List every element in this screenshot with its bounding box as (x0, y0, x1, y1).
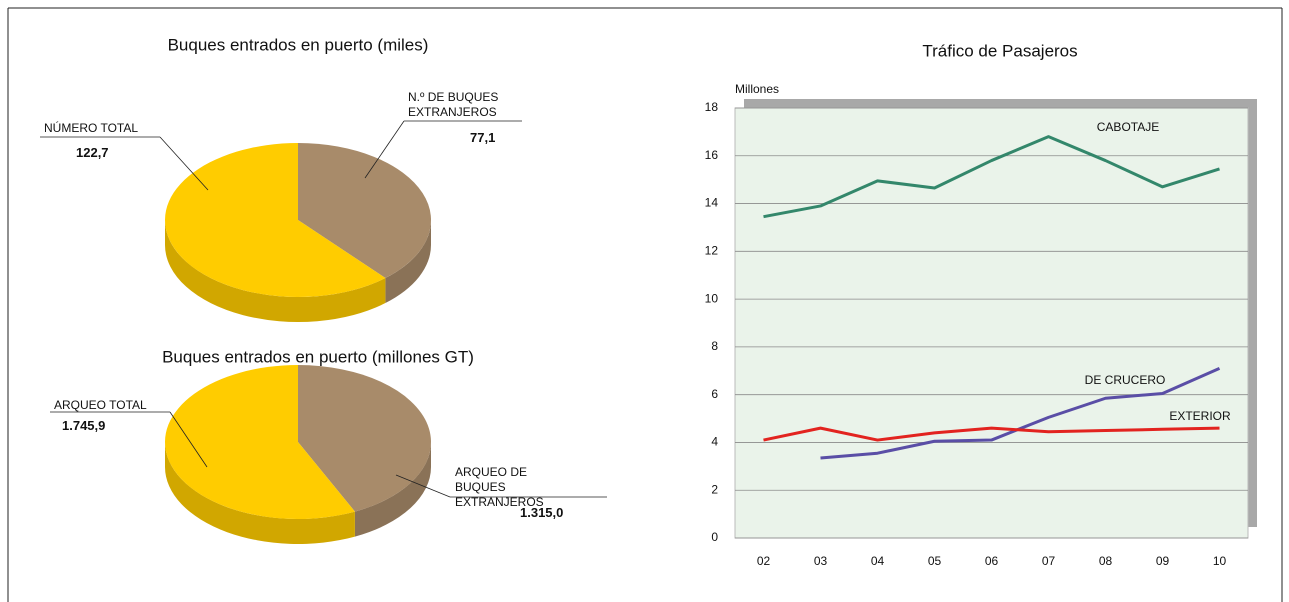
series-label: CABOTAJE (1097, 120, 1159, 134)
chart-title: Buques entrados en puerto (millones GT) (162, 347, 474, 366)
x-tick-label: 03 (814, 554, 828, 568)
x-tick-label: 09 (1156, 554, 1170, 568)
pie-side (354, 442, 431, 537)
plot-area (734, 107, 1249, 539)
y-tick-label: 10 (705, 291, 719, 305)
pie-side (165, 220, 386, 323)
series-label: DE CRUCERO (1085, 373, 1166, 387)
series-label: EXTERIOR (1169, 409, 1231, 423)
value-label: 1.745,9 (62, 418, 106, 433)
pie-side (385, 220, 431, 304)
leader-line (364, 120, 405, 179)
x-tick-label: 07 (1042, 554, 1056, 568)
x-tick-label: 04 (871, 554, 885, 568)
y-axis-label: Millones (735, 82, 779, 96)
slice-label: ARQUEO TOTAL (54, 398, 147, 412)
leader-line (169, 411, 208, 468)
y-tick-label: 14 (705, 196, 719, 210)
x-tick-label: 10 (1213, 554, 1227, 568)
chart-title: Buques entrados en puerto (miles) (168, 35, 429, 54)
pie-slice (298, 143, 432, 279)
slice-label: N.º DE BUQUES EXTRANJEROS (408, 90, 499, 119)
y-tick-label: 8 (711, 339, 718, 353)
y-tick-label: 16 (705, 148, 719, 162)
line-series (763, 426, 1220, 442)
value-label: 1.315,0 (520, 505, 564, 520)
slice-label: NÚMERO TOTAL (44, 121, 139, 135)
leader-line (159, 136, 209, 191)
line-series (763, 135, 1220, 219)
pie-slice (164, 365, 355, 519)
x-tick-label: 05 (928, 554, 942, 568)
y-tick-label: 4 (711, 435, 718, 449)
x-tick-label: 06 (985, 554, 999, 568)
chart-title: Tráfico de Pasajeros (922, 41, 1077, 60)
value-label: 122,7 (76, 145, 109, 160)
pie-slice (165, 142, 386, 297)
y-tick-label: 6 (711, 387, 718, 401)
value-label: 77,1 (470, 130, 496, 145)
x-tick-label: 08 (1099, 554, 1113, 568)
y-tick-label: 0 (711, 530, 718, 544)
y-tick-label: 12 (705, 244, 719, 258)
leader-line (395, 474, 451, 498)
y-tick-label: 18 (705, 100, 719, 114)
x-tick-label: 02 (757, 554, 771, 568)
slice-label: ARQUEO DE BUQUES EXTRANJEROS (455, 465, 544, 509)
pie-side (165, 442, 355, 544)
y-tick-label: 2 (711, 482, 718, 496)
pie-slice (298, 365, 431, 512)
